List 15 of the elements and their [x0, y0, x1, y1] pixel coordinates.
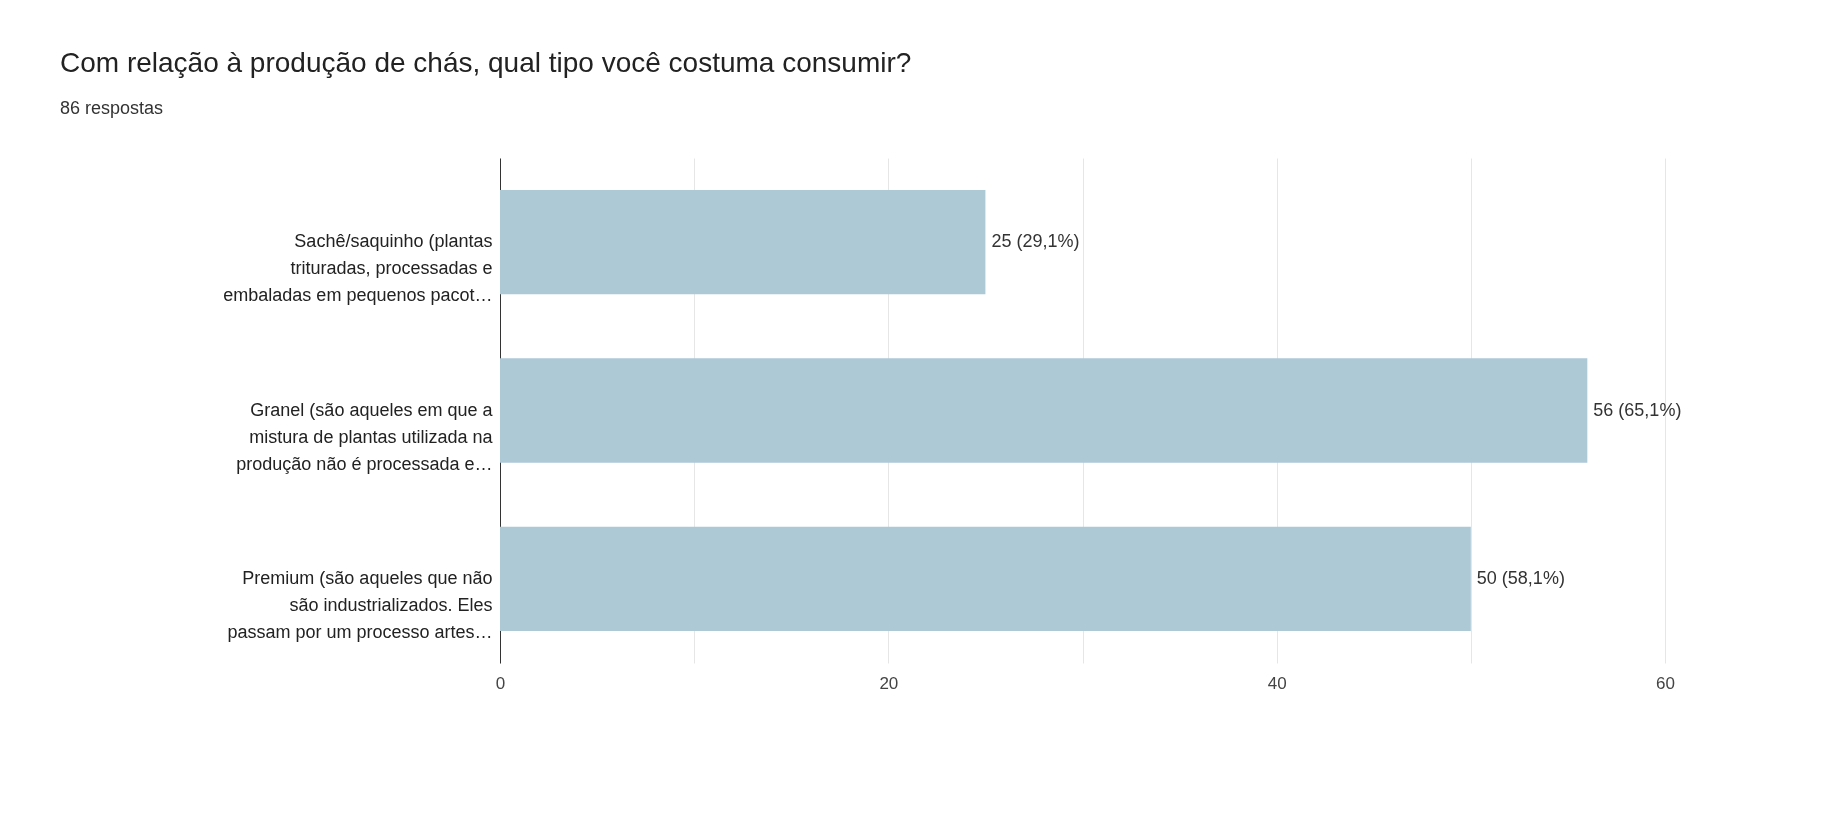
data-label: 50 (58,1%) — [1476, 567, 1565, 588]
data-label: 25 (29,1%) — [991, 231, 1080, 252]
chart-title: Com relação à produção de chás, qual tipo você costuma consumir? — [60, 47, 912, 78]
bar — [500, 189, 986, 295]
x-tick-label: 20 — [879, 673, 899, 693]
x-tick-label: 0 — [495, 673, 506, 693]
y-tick-label: Granel (são aqueles em que a mistura de plantas utilizada na produção não é processada e… — [236, 399, 494, 474]
y-tick-label: Sachê/saquinho (plantas trituradas, processadas e embaladas em pequenos pacot… — [223, 231, 493, 306]
bar — [500, 358, 1588, 463]
x-tick-label: 60 — [1656, 673, 1675, 693]
x-tick-label: 40 — [1267, 673, 1287, 693]
text: 86 respostas — [60, 98, 164, 118]
data-label: 56 (65,1%) — [1593, 399, 1682, 420]
bar — [500, 526, 1471, 632]
y-tick-label: Premium (são aqueles que não são industrializados. Eles passam por um processo artes… — [227, 567, 493, 642]
